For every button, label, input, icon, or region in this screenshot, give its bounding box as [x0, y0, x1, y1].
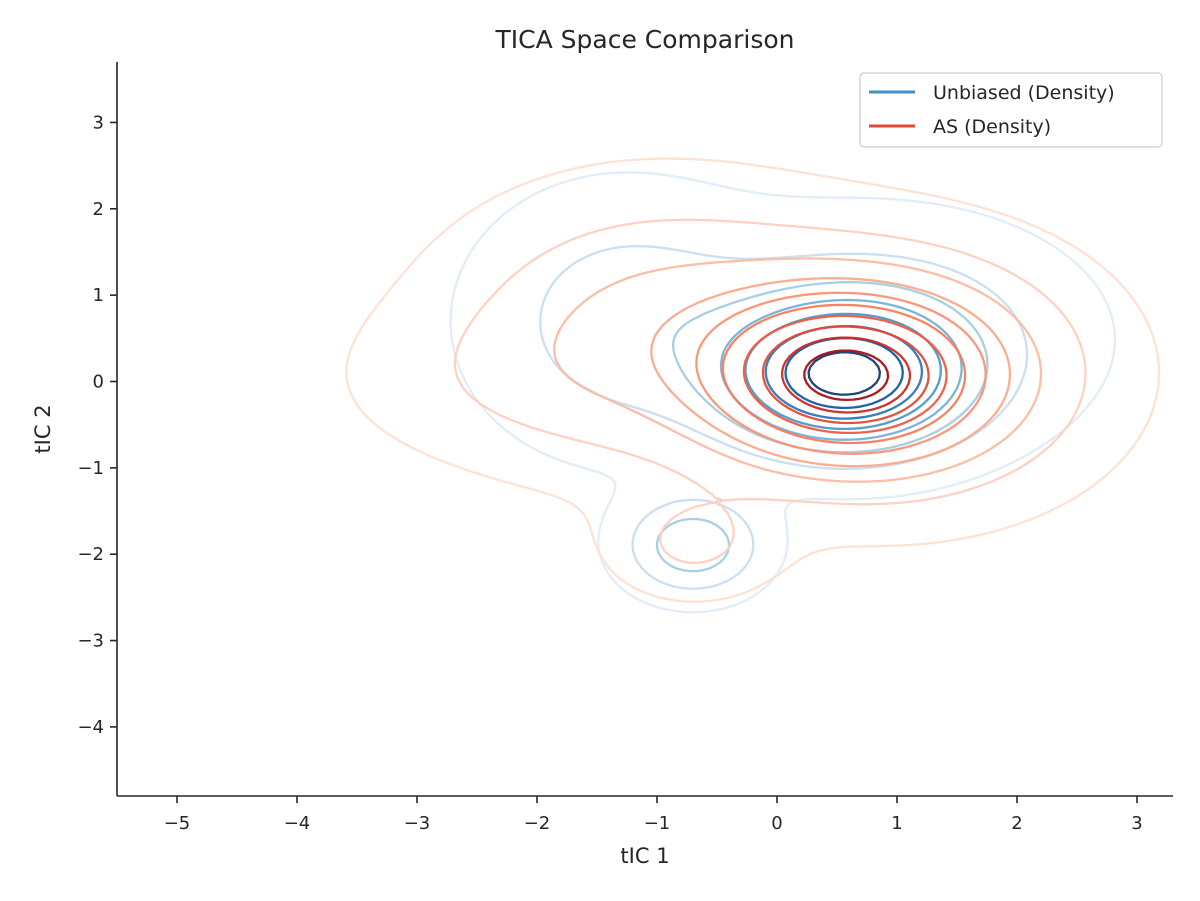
- contour-level-line: [650, 277, 1012, 468]
- contour-level-line: [345, 157, 1161, 603]
- contour-level-line: [780, 336, 912, 414]
- chart-title: TICA Space Comparison: [495, 25, 795, 54]
- x-tick-label: −2: [524, 813, 551, 834]
- contour-series-as: [345, 157, 1161, 603]
- y-tick-label: 3: [93, 112, 104, 133]
- contour-series-unbiased: [449, 171, 1117, 614]
- y-tick-label: 1: [93, 285, 104, 306]
- contour-level-line: [655, 281, 989, 573]
- contour-level-line: [449, 171, 1117, 614]
- y-tick-label: −4: [77, 717, 104, 738]
- x-tick-label: 0: [771, 813, 782, 834]
- y-tick-label: 0: [93, 372, 104, 393]
- x-tick-label: −5: [164, 813, 191, 834]
- contour-level-line: [553, 257, 1043, 483]
- x-axis-label: tIC 1: [620, 844, 669, 868]
- contour-level-line: [695, 291, 987, 455]
- y-tick-label: 2: [93, 199, 104, 220]
- y-tick-label: −2: [77, 544, 104, 565]
- x-tick-label: −3: [404, 813, 431, 834]
- x-tick-label: 1: [891, 813, 902, 834]
- contour-level-line: [453, 218, 1087, 565]
- contour-level-line: [784, 336, 904, 410]
- x-axis-ticks: −5 −4 −3 −2 −1 0 1 2 3: [164, 796, 1143, 834]
- y-axis-ticks: −4 −3 −2 −1 0 1 2 3: [77, 112, 117, 738]
- contour-level-line: [761, 325, 930, 425]
- contour-level-line: [803, 349, 890, 402]
- y-tick-label: −1: [77, 458, 104, 479]
- x-tick-label: 3: [1131, 813, 1142, 834]
- contour-level-line: [742, 314, 948, 435]
- x-tick-label: −1: [644, 813, 671, 834]
- legend-label-unbiased: Unbiased (Density): [933, 82, 1115, 104]
- contour-layer: [345, 157, 1161, 614]
- legend-frame: [859, 72, 1163, 148]
- contour-level-line: [721, 303, 967, 445]
- y-tick-label: −3: [77, 631, 104, 652]
- contour-level-line: [807, 351, 882, 396]
- y-axis-label: tIC 2: [31, 404, 55, 453]
- legend: Unbiased (Density) AS (Density): [859, 72, 1163, 148]
- x-tick-label: 2: [1011, 813, 1022, 834]
- x-tick-label: −4: [284, 813, 311, 834]
- legend-label-as: AS (Density): [933, 116, 1051, 138]
